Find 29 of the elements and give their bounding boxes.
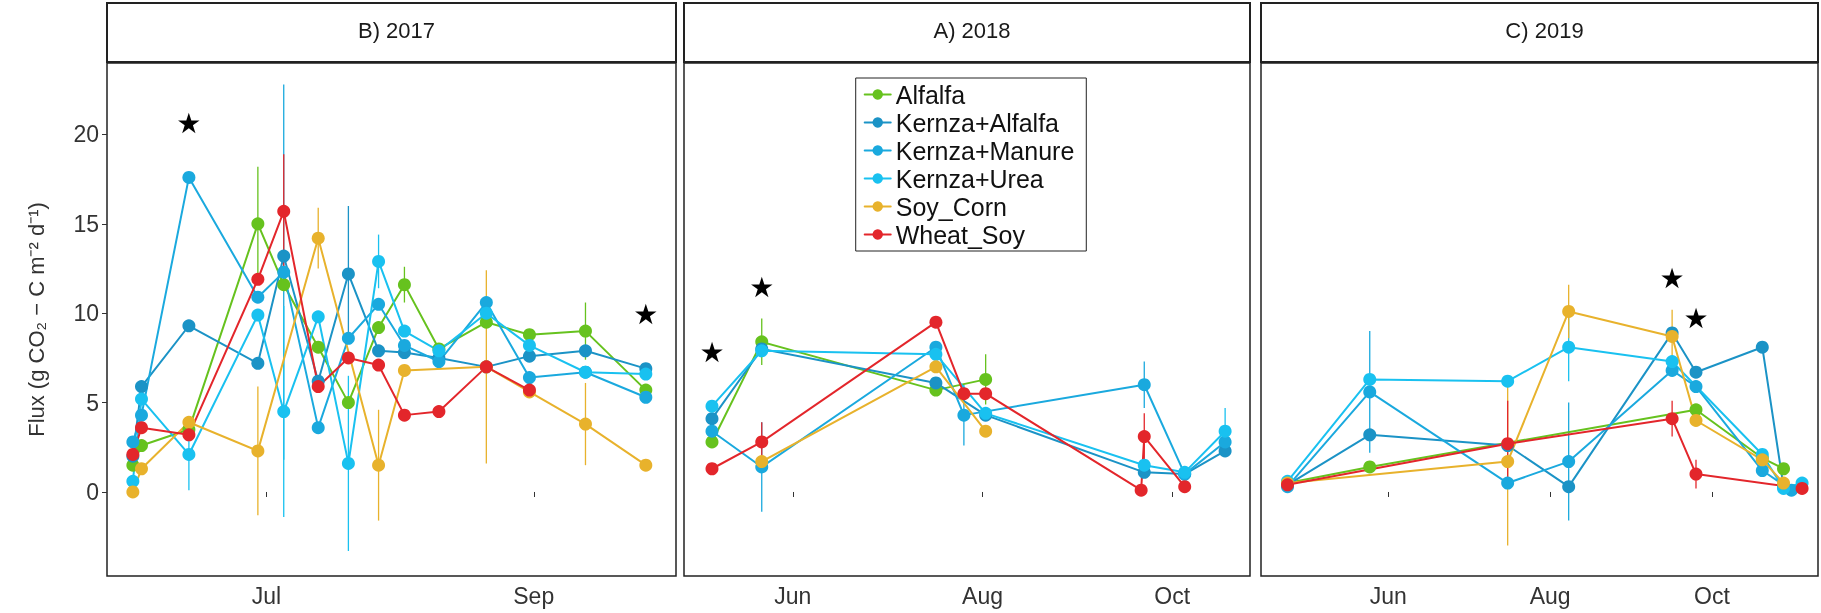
y-tick-label: 15 — [73, 210, 99, 237]
chart-title: B) 2017 — [357, 17, 436, 43]
annotation: ★ — [633, 298, 659, 332]
x-tick-label: Jun — [774, 582, 812, 609]
annotation: ★ — [699, 335, 725, 369]
annotation: ★ — [1683, 301, 1709, 335]
y-axis-title: Flux (g CO₂ − C m⁻² d⁻¹) — [23, 202, 49, 437]
legend-label: Wheat_Soy — [895, 220, 1026, 249]
annotation: ★ — [176, 106, 202, 140]
legend-label: Kernza+Urea — [895, 164, 1044, 193]
x-tick-label: Aug — [1529, 582, 1571, 609]
legend-label: Kernza+Alfalfa — [895, 108, 1060, 137]
legend-label: Soy_Corn — [895, 192, 1007, 221]
x-tick-label: Oct — [1694, 582, 1731, 609]
annotation: ★ — [749, 271, 775, 305]
x-tick-label: Aug — [962, 582, 1004, 609]
chart-title: A) 2018 — [933, 17, 1011, 43]
y-tick-label: 20 — [73, 121, 99, 148]
y-tick-label: 0 — [86, 478, 99, 505]
x-tick-label: Jun — [1369, 582, 1407, 609]
chart-title: C) 2019 — [1505, 17, 1584, 43]
x-tick-label: Sep — [513, 582, 555, 609]
y-tick-label: 10 — [73, 300, 99, 327]
legend-label: Kernza+Manure — [895, 136, 1075, 165]
x-tick-label: Oct — [1154, 582, 1191, 609]
x-tick-label: Jul — [251, 582, 282, 609]
annotation: ★ — [1659, 262, 1685, 296]
y-tick-label: 5 — [86, 389, 99, 416]
legend-label: Alfalfa — [895, 80, 966, 109]
